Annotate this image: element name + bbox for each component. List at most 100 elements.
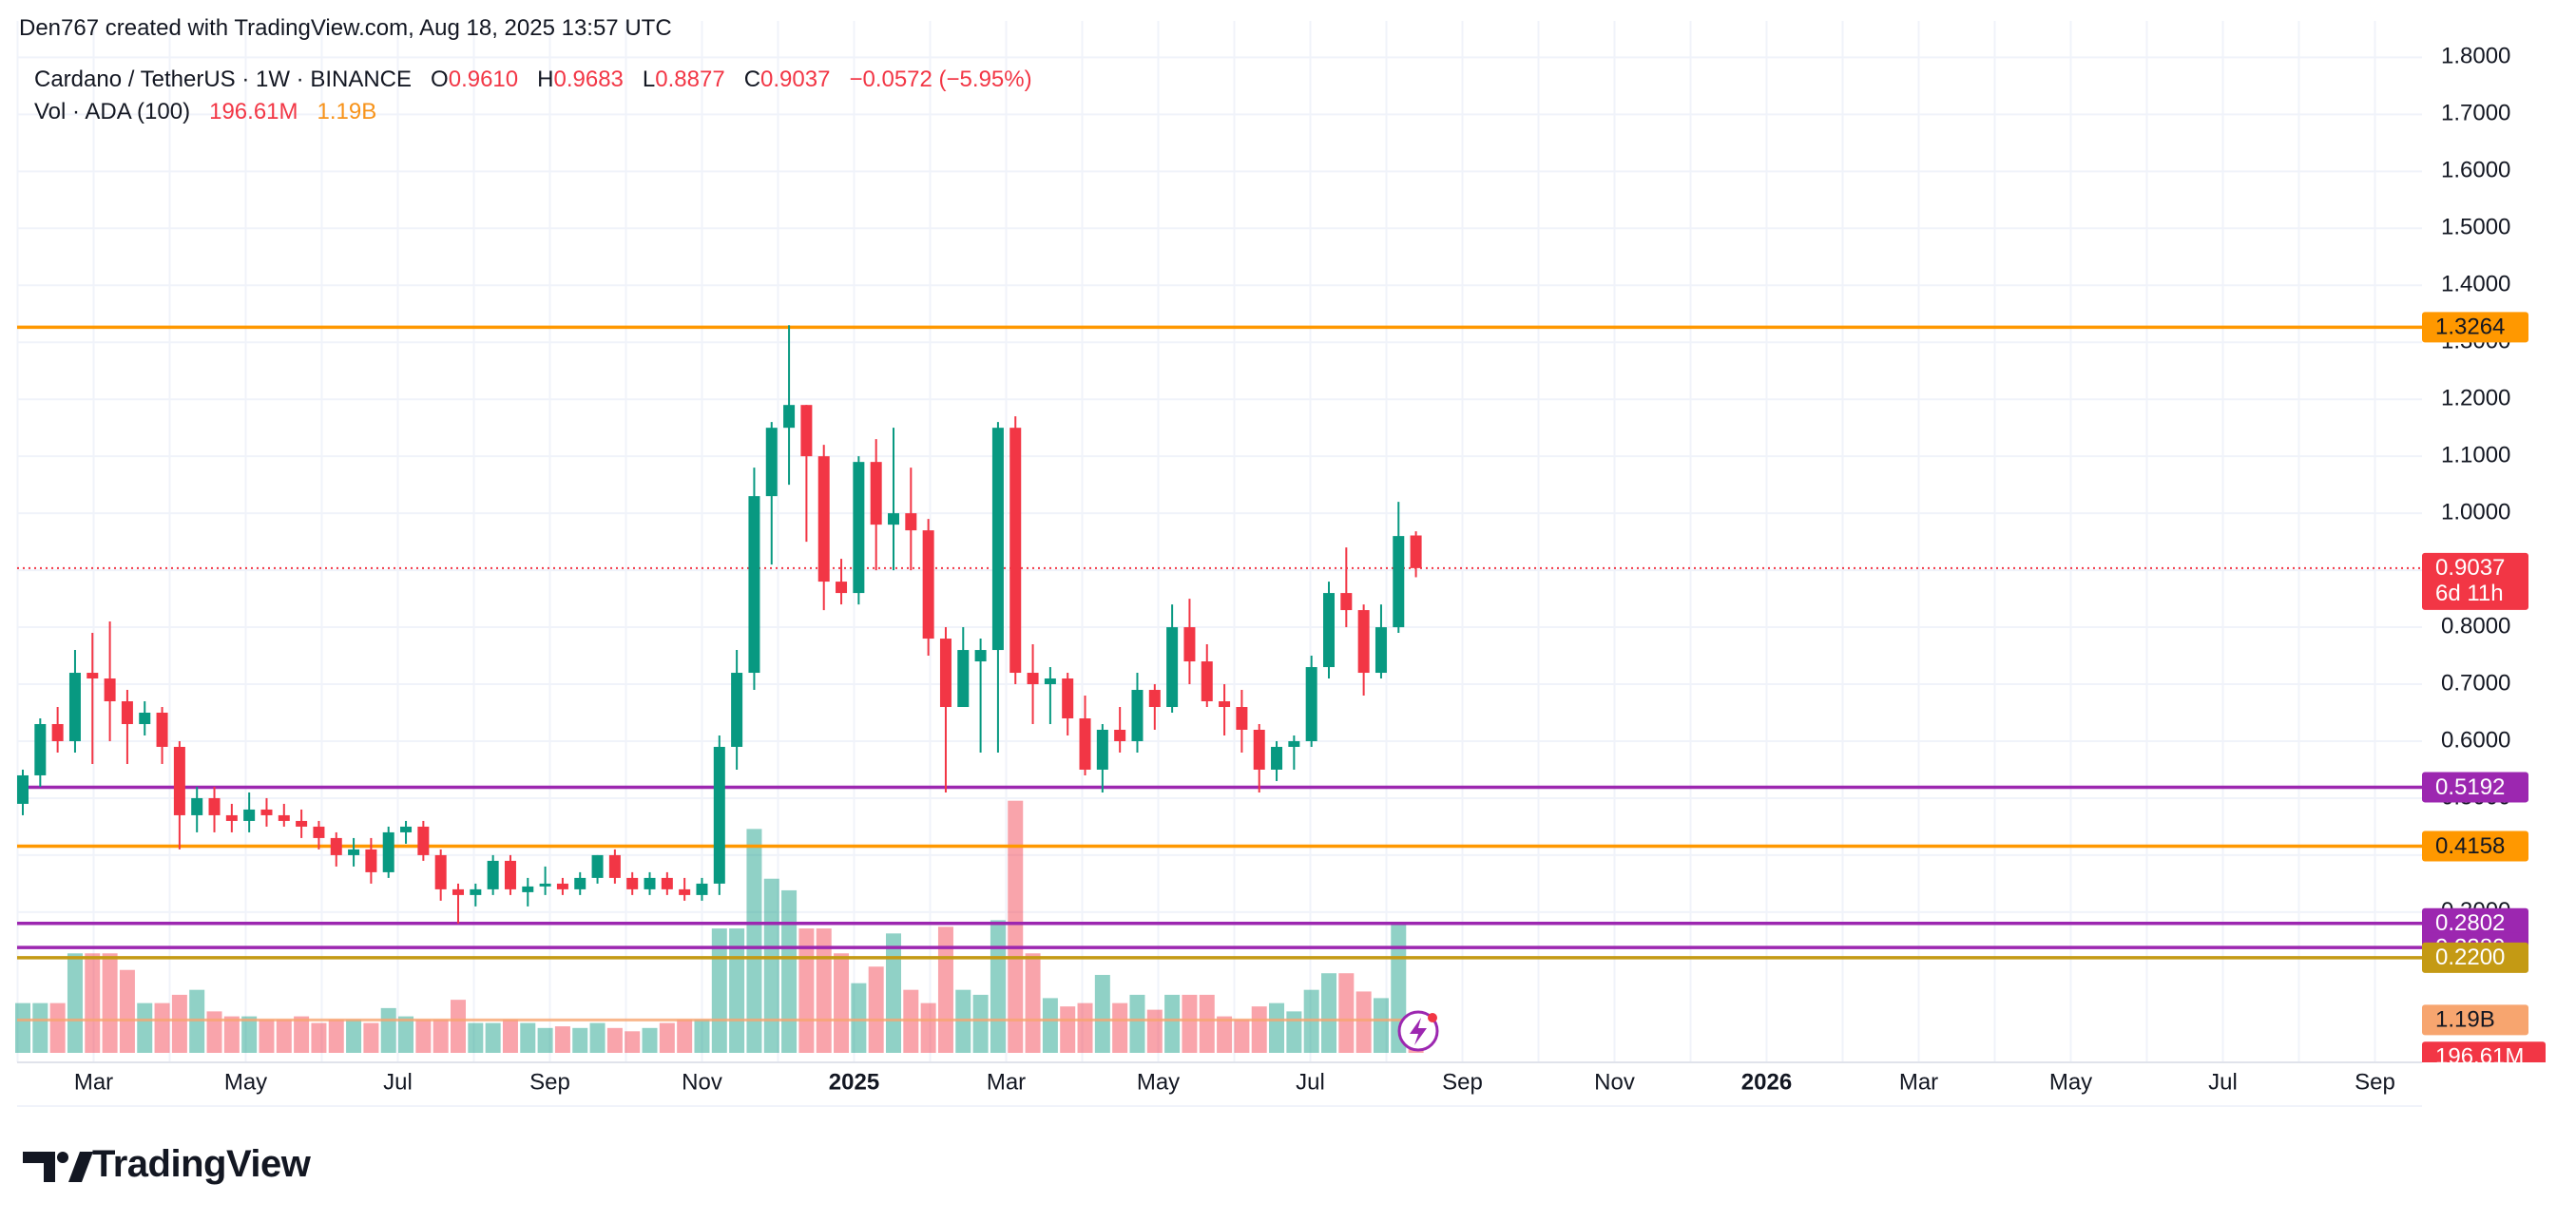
candle-body	[34, 723, 47, 775]
candle-body	[1009, 428, 1022, 674]
level-label: 0.2802	[2435, 910, 2505, 936]
y-tick-label: 1.2000	[2441, 386, 2510, 411]
brand: TradingView	[92, 1143, 311, 1185]
candle-body	[853, 462, 865, 594]
volume-bar	[346, 1020, 362, 1053]
x-tick-label: May	[1137, 1069, 1180, 1095]
volume-bar	[1077, 1002, 1093, 1053]
x-tick-label: Mar	[74, 1069, 113, 1095]
candle-body	[905, 513, 917, 531]
volume-bar	[1042, 998, 1058, 1053]
candle-body	[608, 854, 621, 878]
volume-bar	[433, 1020, 449, 1053]
h-key: H	[537, 67, 554, 92]
level-label: 0.5192	[2435, 774, 2505, 800]
volume-bar	[398, 1016, 414, 1053]
volume-bar	[1269, 1002, 1285, 1053]
candle-body	[1044, 678, 1056, 685]
level-label-box	[2422, 312, 2528, 343]
volume-bar	[154, 1002, 170, 1053]
volume-bar	[972, 994, 989, 1053]
candle-body	[296, 820, 308, 827]
attribution: Den767 created with TradingView.com, Aug…	[19, 15, 672, 41]
candle-body	[957, 650, 970, 708]
candle-body	[434, 854, 447, 889]
candle-body	[836, 582, 848, 594]
volume-bar	[380, 1007, 396, 1053]
candle-body	[17, 774, 29, 804]
alert-dot	[1428, 1013, 1437, 1022]
candle-body	[1062, 678, 1074, 718]
candle-body	[1271, 746, 1283, 770]
volume-bar	[468, 1022, 484, 1053]
logo-mark	[23, 1152, 55, 1182]
candle-body	[939, 639, 952, 708]
c-key: C	[743, 67, 761, 92]
volume-bar	[32, 1002, 48, 1053]
candle-body	[1305, 667, 1317, 741]
candle-body	[104, 678, 116, 702]
volume-bar	[1112, 1002, 1128, 1053]
candle-body	[1027, 673, 1039, 685]
volume-bar	[1321, 973, 1336, 1053]
x-tick-label: Mar	[987, 1069, 1026, 1095]
candle-body	[1096, 729, 1108, 770]
x-tick-label: Nov	[682, 1069, 722, 1095]
logo-tri	[68, 1152, 93, 1182]
level-label-box	[2422, 907, 2528, 939]
level-label-box	[2422, 831, 2528, 862]
x-tick-label: Jul	[1296, 1069, 1325, 1095]
x-tick-label: 2026	[1741, 1069, 1792, 1095]
volume-bar	[259, 1020, 275, 1053]
volume-bar	[572, 1027, 588, 1053]
time-axis	[0, 1062, 2576, 1106]
candle-body	[400, 826, 413, 832]
candle-body	[1079, 718, 1091, 770]
candle-body	[1114, 729, 1126, 741]
price-axis	[2422, 0, 2576, 1062]
volume-bar	[328, 1020, 344, 1053]
candle-body	[51, 723, 64, 741]
o-key: O	[431, 67, 449, 92]
candle-body	[470, 888, 482, 895]
volume-bar	[1129, 994, 1145, 1053]
candle-body	[1288, 740, 1300, 747]
volume-bar	[1251, 1006, 1267, 1053]
volume-bar	[1199, 994, 1215, 1053]
candle-body	[1357, 610, 1370, 674]
candle-body	[591, 854, 604, 878]
volume-bar	[311, 1022, 327, 1053]
candle-body	[731, 673, 743, 747]
x-tick-label: Jul	[383, 1069, 413, 1095]
candle-body	[87, 673, 99, 679]
candle-body	[487, 860, 499, 889]
volume-bar	[816, 928, 832, 1053]
y-tick-label: 1.5000	[2441, 215, 2510, 240]
volume-bar	[49, 1002, 66, 1053]
volume-bar	[171, 994, 187, 1053]
candle-body	[1340, 593, 1353, 611]
x-tick-label: Jul	[2208, 1069, 2238, 1095]
volume-bar	[1286, 1011, 1302, 1053]
candle-body	[522, 886, 534, 892]
volume-bar	[415, 1020, 432, 1053]
volume-bar	[694, 1020, 710, 1053]
volume-bar	[677, 1020, 693, 1053]
candle-body	[1219, 701, 1231, 708]
volume-bar	[502, 1020, 518, 1053]
candle-body	[974, 650, 987, 662]
volume-bar	[642, 1027, 658, 1053]
volume-legend: Vol · ADA (100) 196.61M 1.19B	[34, 99, 376, 125]
candle-body	[452, 888, 464, 895]
volume-bar	[606, 1027, 623, 1053]
volume-bar	[886, 933, 901, 1053]
candle-body	[539, 883, 551, 887]
candle-body	[191, 797, 203, 815]
candle-body	[696, 883, 708, 895]
volume-bar	[834, 953, 850, 1053]
candle-body	[417, 826, 430, 855]
volume-bar	[1146, 1009, 1163, 1053]
candle-body	[68, 673, 81, 741]
candle-body	[330, 837, 342, 855]
volume-bar	[868, 966, 884, 1053]
